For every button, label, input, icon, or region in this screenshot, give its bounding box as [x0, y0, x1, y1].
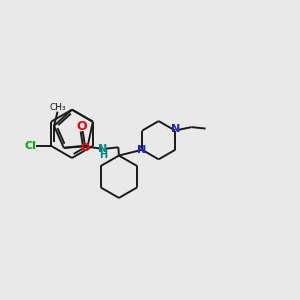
Text: N: N	[137, 145, 147, 155]
Text: O: O	[81, 143, 90, 153]
Text: N: N	[171, 124, 180, 134]
Text: Cl: Cl	[25, 141, 36, 151]
Text: O: O	[77, 120, 87, 133]
Text: N: N	[98, 144, 107, 154]
Text: H: H	[99, 150, 107, 160]
Text: CH₃: CH₃	[50, 103, 67, 112]
